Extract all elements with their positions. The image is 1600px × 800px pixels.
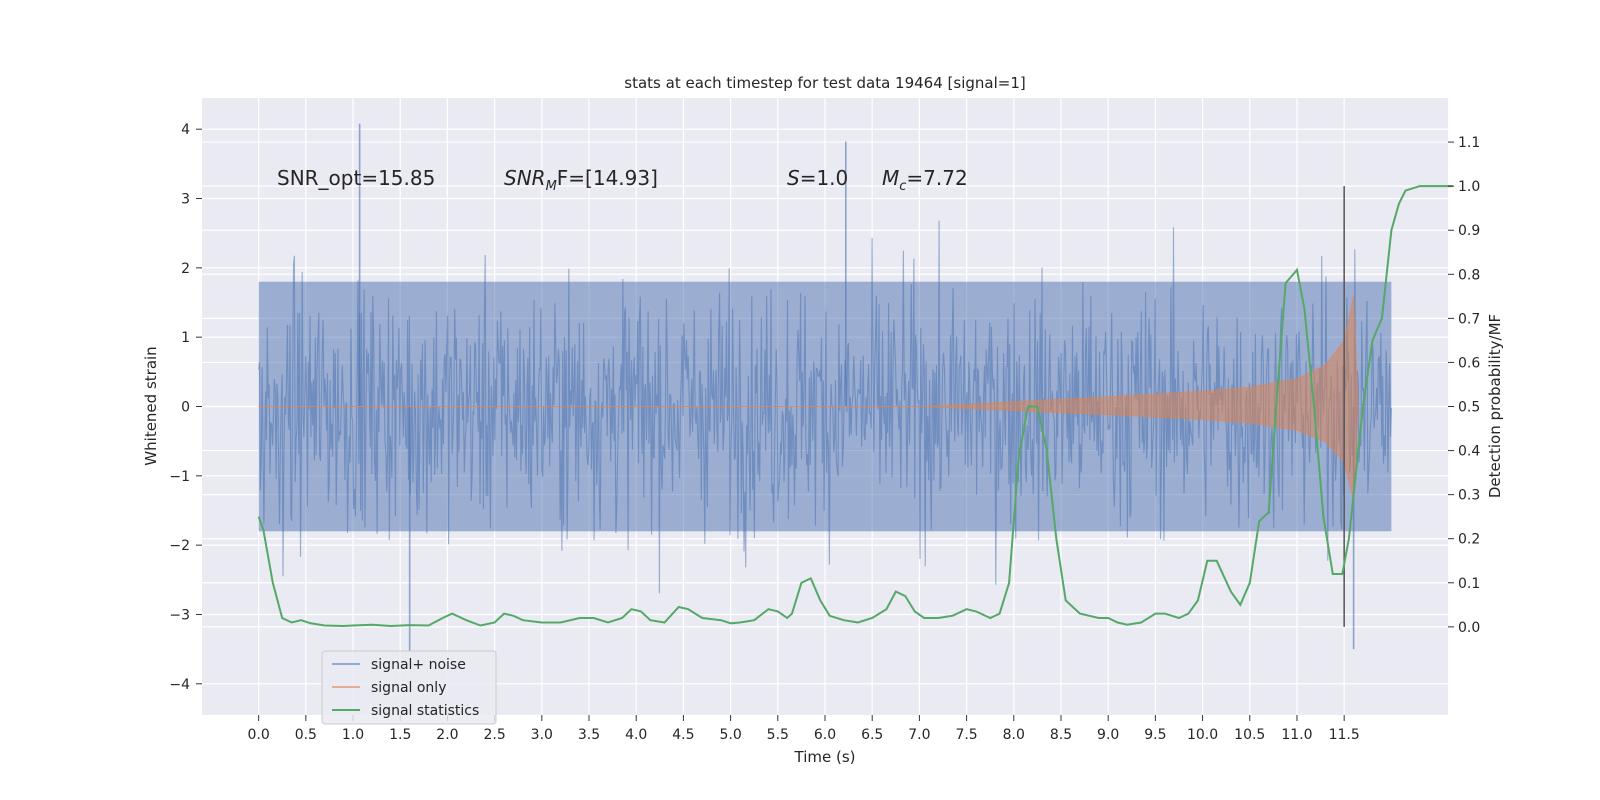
x-tick-label: 3.5 <box>578 727 600 743</box>
x-tick-label: 5.5 <box>767 727 789 743</box>
x-tick-label: 6.5 <box>861 727 883 743</box>
x-tick-label: 9.0 <box>1097 727 1119 743</box>
x-tick-label: 2.0 <box>436 727 458 743</box>
series-signal-statistics <box>257 185 1453 628</box>
x-tick-label: 4.5 <box>672 727 694 743</box>
signal-envelope <box>258 295 1359 501</box>
x-tick-label: 6.0 <box>814 727 836 743</box>
left-y-axis-label: Whitened strain <box>142 346 160 465</box>
right-y-tick-label: 1.1 <box>1458 135 1480 151</box>
statistics-line <box>257 185 1453 628</box>
x-tick-label: 2.5 <box>483 727 505 743</box>
x-tick-label: 5.0 <box>719 727 741 743</box>
legend-label-signal-plus-noise: signal+ noise <box>371 657 466 673</box>
annotation-mc-symbol: M <box>882 166 899 190</box>
x-tick-label: 10.5 <box>1234 727 1265 743</box>
annotation-snr-mf-rest: F=[14.93] <box>557 166 658 190</box>
right-y-tick-label: 0.4 <box>1458 444 1480 460</box>
legend-box <box>321 650 497 725</box>
right-y-tick-label: 0.9 <box>1458 223 1480 239</box>
x-tick-label: 4.0 <box>625 727 647 743</box>
x-tick-label: 8.0 <box>1003 727 1025 743</box>
x-axis-label: Time (s) <box>794 748 856 766</box>
right-y-tick-label: 0.5 <box>1458 400 1480 416</box>
annotation-s-value: =1.0 <box>800 166 849 190</box>
x-tick-label: 7.0 <box>908 727 930 743</box>
right-y-tick-label: 0.2 <box>1458 532 1480 548</box>
right-y-tick-label: 0.6 <box>1458 355 1480 371</box>
x-tick-label: 1.0 <box>342 727 364 743</box>
left-y-tick-label: 4 <box>181 122 190 138</box>
x-tick-label: 11.0 <box>1281 727 1312 743</box>
legend-label-signal-statistics: signal statistics <box>371 703 479 719</box>
left-y-tick-label: 0 <box>181 400 190 416</box>
right-y-axis-ticks: 1.1 1.0 0.9 0.8 0.7 0.6 0.5 0.4 0.3 0.2 0.1 0.0 <box>1448 135 1480 636</box>
annotation-mc-value: =7.72 <box>906 166 967 190</box>
right-y-tick-label: 1.0 <box>1458 179 1480 195</box>
right-y-tick-label: 0.0 <box>1458 620 1480 636</box>
legend-label-signal-only: signal only <box>371 680 446 696</box>
right-y-tick-label: 0.3 <box>1458 488 1480 504</box>
x-tick-label: 7.5 <box>955 727 977 743</box>
x-tick-label: 3.0 <box>531 727 553 743</box>
x-tick-label: 0.0 <box>248 727 270 743</box>
legend: signal+ noise signal only signal statist… <box>321 650 497 725</box>
right-y-axis-label: Detection probability/MF <box>1486 314 1504 498</box>
x-axis-ticks: 0.0 0.5 1.0 1.5 2.0 2.5 3.0 3.5 4.0 4.5 5.0 5.5 6.0 6… <box>248 715 1360 743</box>
right-y-tick-label: 0.8 <box>1458 267 1480 283</box>
right-y-tick-label: 0.1 <box>1458 576 1480 592</box>
x-tick-label: 9.5 <box>1144 727 1166 743</box>
annotation-mc: Mc=7.72 <box>882 166 968 194</box>
annotation-snr-opt: SNR_opt=15.85 <box>277 166 435 190</box>
annotations: SNR_opt=15.85 SNRMF=[14.93] S=1.0 Mc=7.7… <box>277 166 968 194</box>
left-y-tick-label: 2 <box>181 261 190 277</box>
annotation-snr-mf-sub: M <box>546 179 557 194</box>
left-y-tick-label: 1 <box>181 330 190 346</box>
left-y-axis-ticks: 4 3 2 1 0 −1 −2 −3 −4 <box>169 122 202 693</box>
x-tick-label: 0.5 <box>295 727 317 743</box>
left-y-tick-label: −2 <box>169 538 190 554</box>
x-tick-label: 11.5 <box>1329 727 1360 743</box>
annotation-mc-sub: c <box>899 179 906 194</box>
right-y-tick-label: 0.7 <box>1458 311 1480 327</box>
left-y-tick-label: −3 <box>169 607 190 623</box>
left-y-tick-label: −1 <box>169 469 190 485</box>
x-tick-label: 8.5 <box>1050 727 1072 743</box>
annotation-s: S=1.0 <box>787 166 848 190</box>
left-y-tick-label: −4 <box>169 677 190 693</box>
left-y-tick-label: 3 <box>181 192 190 208</box>
annotation-snr-mf: SNRMF=[14.93] <box>504 166 658 194</box>
chart-title: stats at each timestep for test data 194… <box>624 74 1025 92</box>
annotation-snr-mf-symbol: SNR <box>504 166 546 190</box>
series-signal-only <box>258 295 1359 501</box>
x-tick-label: 10.0 <box>1187 727 1218 743</box>
x-tick-label: 1.5 <box>389 727 411 743</box>
annotation-s-symbol: S <box>787 166 800 190</box>
